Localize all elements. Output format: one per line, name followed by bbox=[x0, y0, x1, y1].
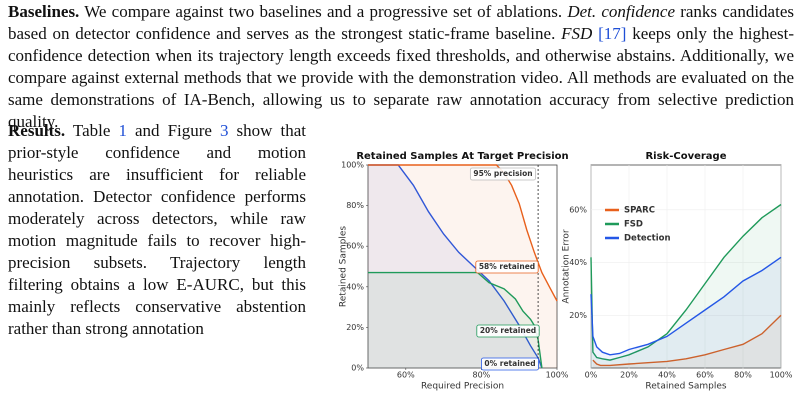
chart-title: Risk-Coverage bbox=[645, 151, 726, 162]
run-emph: FSD bbox=[561, 24, 593, 43]
y-tick-label: 20% bbox=[569, 311, 587, 320]
legend-label: Detection bbox=[624, 234, 671, 244]
area bbox=[368, 165, 557, 368]
legend-label: FSD bbox=[624, 220, 643, 230]
annotation-box bbox=[481, 357, 539, 371]
run: We compare against two baselines and a p… bbox=[79, 2, 568, 21]
area bbox=[368, 272, 542, 368]
x-tick-label: 20% bbox=[620, 371, 638, 380]
run: keeps only the highest-confidence detect… bbox=[8, 24, 795, 131]
x-axis-label: Retained Samples bbox=[645, 382, 726, 392]
x-axis-label: Required Precision bbox=[421, 382, 504, 392]
annotation: 20% retained bbox=[480, 326, 536, 335]
run-title: Baselines. bbox=[8, 2, 80, 21]
y-tick-label: 100% bbox=[341, 161, 364, 170]
x-tick-label: 60% bbox=[696, 371, 714, 380]
y-axis-label: Retained Samples bbox=[339, 226, 349, 307]
line bbox=[590, 203, 782, 361]
area bbox=[368, 165, 542, 368]
annotation-box bbox=[476, 324, 540, 338]
y-tick-label: 40% bbox=[346, 282, 364, 291]
run-emph: Det. confidence bbox=[567, 2, 675, 21]
line bbox=[590, 256, 782, 356]
x-tick-label: 80% bbox=[473, 371, 491, 380]
ref-link[interactable]: 3 bbox=[220, 121, 229, 140]
x-tick-label: 40% bbox=[658, 371, 676, 380]
annotation-box bbox=[469, 167, 537, 181]
area bbox=[591, 204, 781, 368]
run-title: Results. bbox=[8, 121, 66, 140]
annotation: 95% precision bbox=[473, 169, 532, 178]
run: show that prior-style confidence and mot… bbox=[8, 121, 306, 338]
y-tick-label: 0% bbox=[351, 364, 364, 373]
line bbox=[368, 164, 543, 369]
y-tick-label: 20% bbox=[346, 323, 364, 332]
annotation: 0% retained bbox=[484, 359, 535, 368]
area bbox=[591, 257, 781, 368]
x-tick-label: 60% bbox=[397, 371, 415, 380]
x-tick-label: 100% bbox=[546, 371, 569, 380]
ref-link[interactable]: 1 bbox=[118, 121, 127, 140]
y-axis-label: Annotation Error bbox=[562, 229, 572, 303]
x-tick-label: 100% bbox=[770, 371, 793, 380]
y-tick-label: 60% bbox=[569, 205, 587, 214]
area bbox=[592, 315, 781, 368]
x-tick-label: 0% bbox=[585, 371, 598, 380]
citation[interactable]: [17] bbox=[598, 24, 627, 43]
line bbox=[592, 314, 782, 367]
y-tick-label: 80% bbox=[346, 201, 364, 210]
run: ranks candidates based on detector confi… bbox=[8, 2, 794, 43]
annotation: 58% retained bbox=[479, 262, 535, 271]
paragraph: Results. Table 1 and Figure 3 show that … bbox=[8, 120, 306, 340]
annotation-box bbox=[475, 260, 539, 274]
x-tick-label: 80% bbox=[734, 371, 752, 380]
run: and Figure bbox=[126, 121, 221, 140]
y-tick-label: 60% bbox=[346, 242, 364, 251]
chart-title: Retained Samples At Target Precision bbox=[356, 151, 568, 162]
plot-area bbox=[590, 164, 782, 369]
paragraph: Baselines. We compare against two baseli… bbox=[8, 1, 794, 133]
legend-label: SPARC bbox=[624, 206, 655, 216]
run: Table bbox=[65, 121, 119, 140]
y-tick-label: 40% bbox=[569, 258, 587, 267]
